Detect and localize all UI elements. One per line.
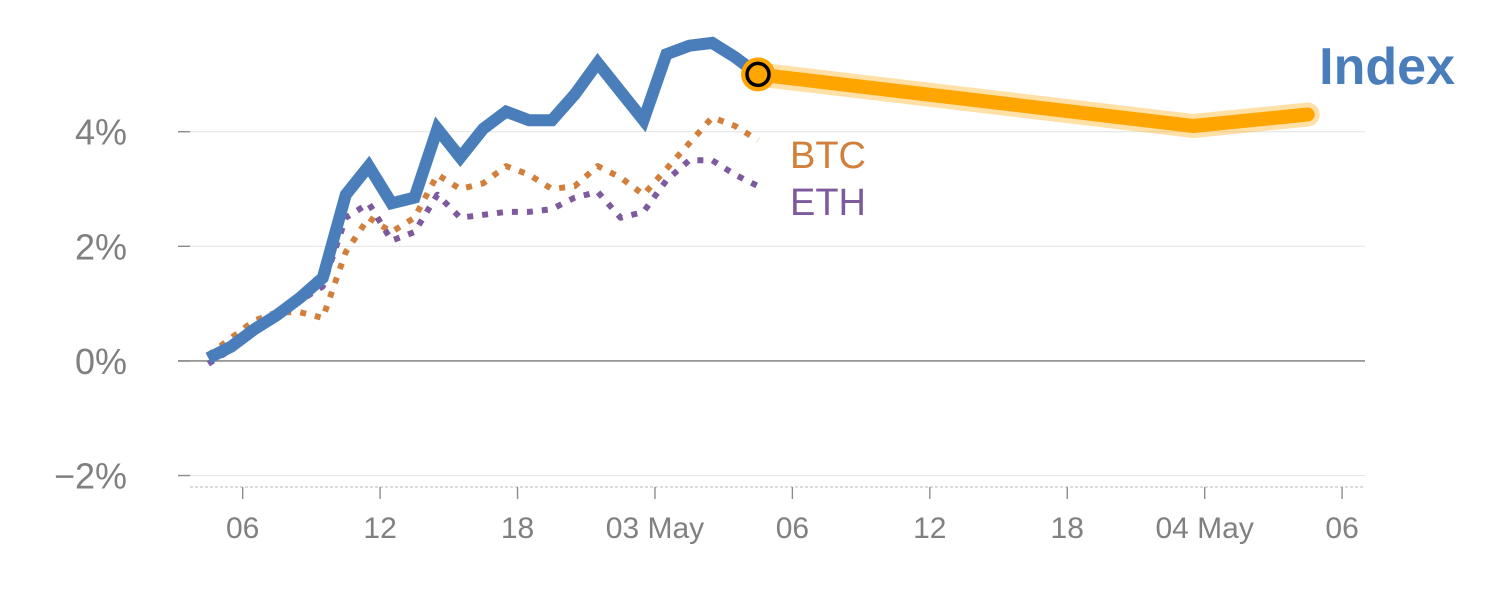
y-tick-label: 4% [75,112,127,153]
x-axis: 06 12 18 03 May 06 12 18 04 May 06 [190,486,1365,545]
y-tick-label: 2% [75,226,127,267]
series-label-btc: BTC [790,135,866,177]
x-tick-label: 12 [363,512,396,545]
x-tick-label: 18 [1051,512,1084,545]
series-labels: BTC ETH [790,135,866,224]
x-tick-label: 12 [913,512,946,545]
x-tick-label: 06 [776,512,809,545]
series-line-btc [206,114,760,358]
y-tick-label: 0% [75,341,127,382]
series-line-index [205,36,762,364]
x-tick-label: 18 [501,512,534,545]
x-tick-label: 06 [1325,512,1358,545]
gridlines [178,131,1365,477]
x-tick-label: 03 May [606,512,704,545]
chart-title: Index [1319,38,1455,96]
x-tick-label: 06 [226,512,259,545]
current-value-marker [745,61,771,88]
y-tick-label: −2% [54,456,127,497]
y-axis: −2% 0% 2% 4% [54,112,190,497]
x-tick-label: 04 May [1155,512,1253,545]
series-line-eth [206,157,760,367]
series-lines [205,36,1320,367]
series-label-eth: ETH [790,182,866,224]
forecast-line [751,67,1315,133]
